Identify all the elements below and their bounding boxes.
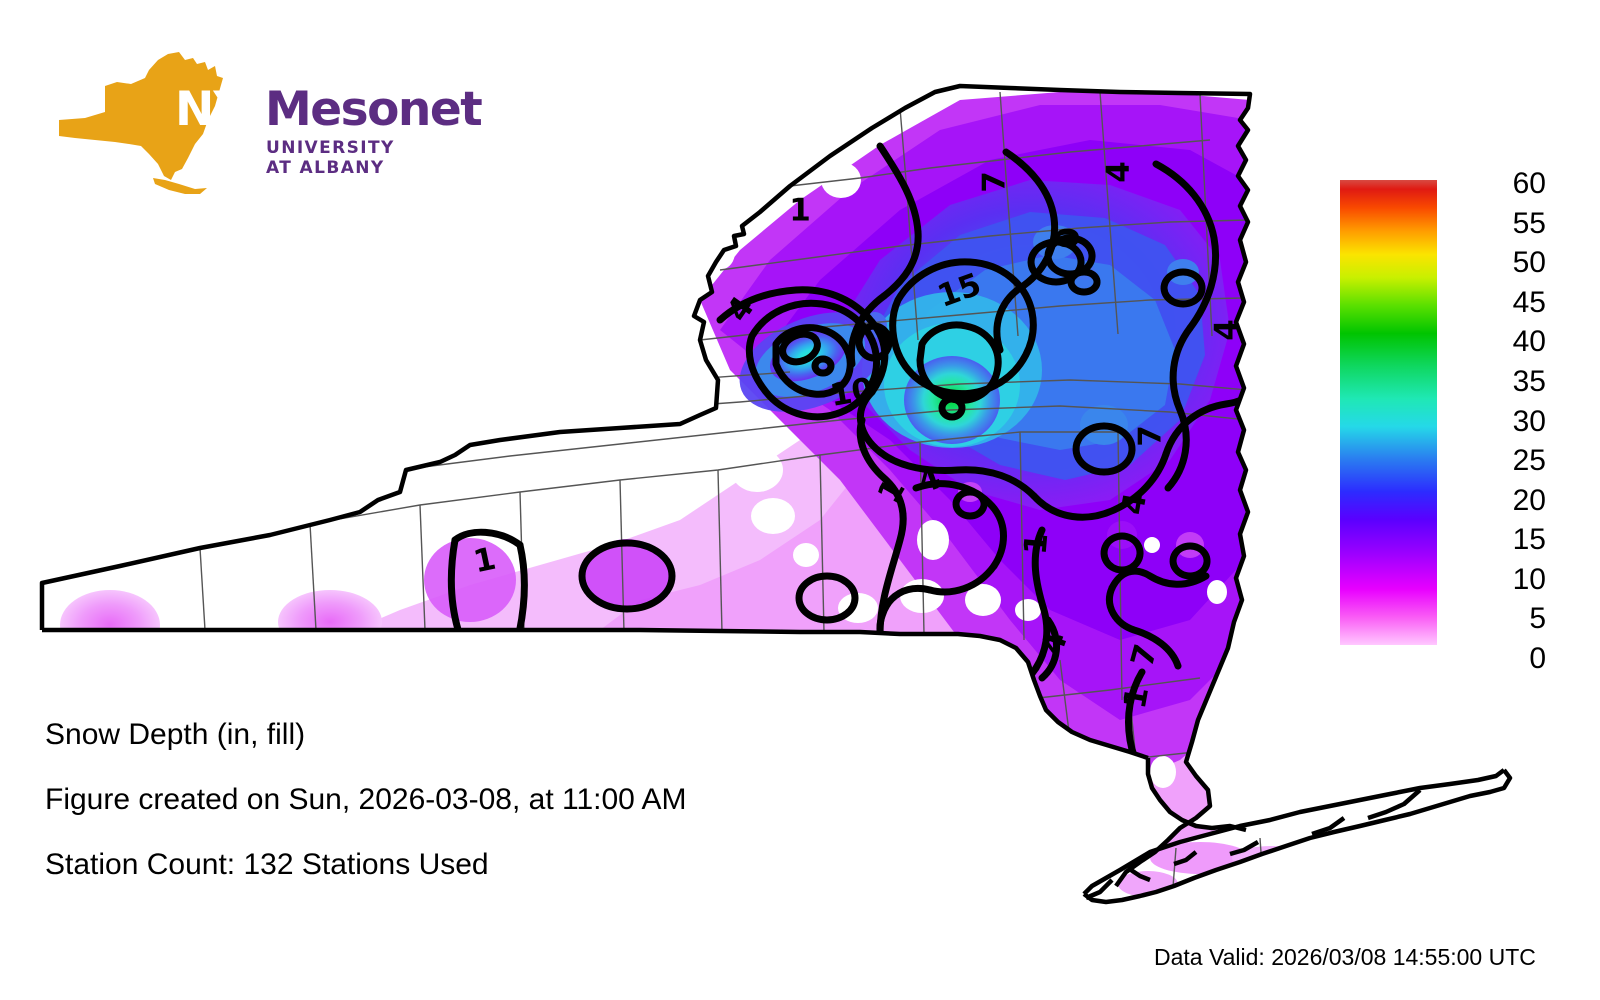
colorbar-tick-5: 5 [1529, 602, 1546, 636]
colorbar-tick-20: 20 [1512, 483, 1546, 517]
nys-mesonet-logo: NYS Mesonet UNIVERSITY AT ALBANY [45, 48, 483, 208]
contour-label-10: 10 [827, 371, 876, 414]
logo-mesonet-text: Mesonet [265, 82, 483, 137]
state-outline [39, 83, 1513, 905]
long-island-shape [153, 178, 207, 194]
contour-label-1: 1 [1018, 532, 1056, 557]
contour-label-1: 1 [789, 193, 811, 229]
colorbar [1340, 180, 1438, 645]
caption-created: Figure created on Sun, 2026-03-08, at 11… [45, 783, 687, 816]
contour-label-7: 7 [977, 171, 1013, 193]
colorbar-tick-labels: 60 55 50 45 40 35 30 25 20 15 10 5 0 [1410, 167, 1546, 674]
colorbar-tick-45: 45 [1512, 285, 1546, 319]
colorbar-tick-55: 55 [1512, 206, 1546, 240]
colorbar-tick-40: 40 [1512, 325, 1546, 359]
colorbar-tick-60: 60 [1512, 167, 1546, 200]
logo-nys-text: NYS [175, 82, 280, 137]
colorbar-tick-35: 35 [1512, 364, 1546, 398]
colorbar-tick-50: 50 [1512, 246, 1546, 280]
logo-state-silhouette-icon [59, 52, 223, 194]
colorbar-tick-30: 30 [1512, 404, 1546, 438]
logo-subtitle-text: UNIVERSITY AT ALBANY [266, 138, 395, 178]
data-valid-timestamp: Data Valid: 2026/03/08 14:55:00 UTC [1154, 944, 1536, 970]
colorbar-tick-15: 15 [1512, 523, 1546, 557]
contour-label-0: 0 [1051, 227, 1087, 249]
caption-station-count: Station Count: 132 Stations Used [45, 848, 489, 881]
figure-caption: Snow Depth (in, fill) Figure created on … [45, 718, 845, 913]
caption-title: Snow Depth (in, fill) [45, 718, 306, 751]
colorbar-tick-0: 0 [1529, 642, 1546, 675]
contour-label-7: 7 [1133, 425, 1169, 447]
colorbar-gradient [1340, 180, 1437, 645]
contour-label-4: 4 [1209, 319, 1245, 341]
long-island-fill-layer [1084, 770, 1510, 902]
colorbar-tick-25: 25 [1512, 444, 1546, 478]
colorbar-tick-10: 10 [1512, 562, 1546, 596]
ny-state-shape [59, 52, 223, 180]
logo-wordmark: NYS Mesonet UNIVERSITY AT ALBANY [135, 76, 483, 178]
contour-label-4: 4 [1101, 161, 1137, 183]
